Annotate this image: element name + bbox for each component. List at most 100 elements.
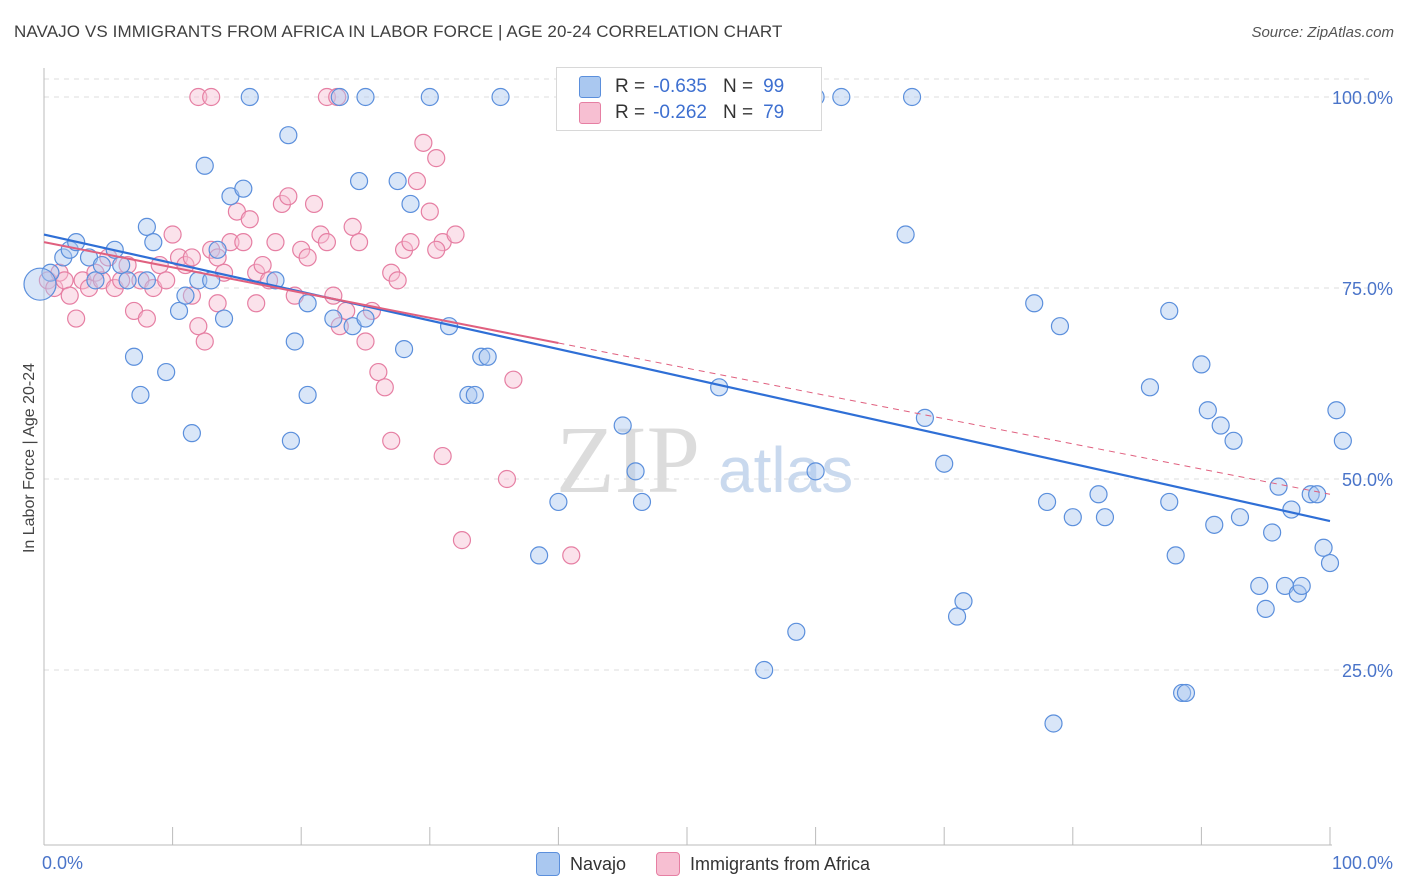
navajo-point <box>1025 294 1044 313</box>
x-tick-label: 0.0% <box>42 853 83 873</box>
africa-point <box>118 255 137 275</box>
navajo-point <box>1173 683 1192 703</box>
y-tick-label: 25.0% <box>1342 661 1393 681</box>
navajo-point <box>1044 714 1063 733</box>
navajo-point <box>356 309 375 328</box>
africa-point <box>369 362 388 382</box>
africa-point <box>401 233 420 252</box>
navajo-swatch <box>535 852 560 876</box>
africa-point <box>427 149 446 168</box>
africa-point <box>356 332 375 351</box>
navajo-point <box>298 294 317 313</box>
navajo-point <box>1282 500 1301 519</box>
africa-point <box>452 531 472 550</box>
navajo-point <box>1192 355 1211 374</box>
navajo-point <box>806 462 825 481</box>
africa-point <box>317 233 337 252</box>
navajo-point <box>1160 492 1179 512</box>
legend-row-africa: R = -0.262 N = 79 <box>579 101 784 125</box>
africa-point <box>562 546 581 565</box>
navajo-point <box>182 424 201 443</box>
navajo-point <box>1063 508 1082 527</box>
navajo-point <box>214 309 234 328</box>
navajo-point <box>459 385 478 405</box>
africa-point <box>375 378 394 397</box>
africa-point <box>253 255 272 275</box>
africa-point <box>169 248 189 267</box>
navajo-point <box>902 87 922 107</box>
legend-item-africa[interactable]: Immigrants from Africa <box>655 852 870 876</box>
africa-point <box>343 217 362 236</box>
africa-point <box>382 263 401 282</box>
navajo-point <box>896 225 915 244</box>
navajo-point <box>947 607 967 626</box>
y-tick-label: 50.0% <box>1342 470 1393 490</box>
navajo-point <box>195 156 214 175</box>
africa-point <box>208 294 227 313</box>
navajo-point <box>157 362 176 382</box>
navajo-point <box>1089 485 1108 504</box>
navajo-point <box>1211 416 1230 435</box>
africa-point <box>247 294 266 313</box>
africa-point <box>266 233 285 252</box>
navajo-point <box>54 248 73 267</box>
navajo-swatch <box>579 76 601 98</box>
tick-labels: 25.0% 50.0% 75.0% 100.0% 0.0% 100.0% <box>42 88 1393 873</box>
correlation-legend: R = -0.635 N = 99 R = -0.262 N = 79 <box>556 67 822 131</box>
africa-point <box>382 431 401 450</box>
navajo-point <box>1205 515 1224 534</box>
navajo-point <box>1037 492 1057 512</box>
navajo-point <box>491 87 510 107</box>
navajo-point <box>1256 599 1275 618</box>
legend-label-navajo: Navajo <box>569 853 626 874</box>
navajo-point <box>465 385 484 405</box>
africa-point <box>317 87 337 107</box>
africa-points <box>38 87 581 565</box>
africa-point <box>330 317 349 336</box>
navajo-point <box>755 660 774 680</box>
navajo-point <box>1320 553 1340 573</box>
navajo-point <box>1292 576 1311 596</box>
navajo-point <box>478 347 497 366</box>
y-axis-title: In Labor Force | Age 20-24 <box>21 363 38 553</box>
africa-point <box>137 309 156 328</box>
source-label: Source: ZipAtlas.com <box>1251 24 1394 41</box>
navajo-point <box>176 286 195 305</box>
africa-point <box>504 370 523 389</box>
navajo-point <box>279 126 298 145</box>
navajo-point <box>388 171 407 191</box>
navajo-point <box>298 385 317 405</box>
navajo-point <box>137 271 156 290</box>
navajo-point <box>349 171 369 191</box>
navajo-point <box>1250 576 1269 596</box>
n-value: 79 <box>763 102 785 123</box>
navajo-point <box>401 194 420 214</box>
africa-point <box>388 271 407 290</box>
navajo-point <box>935 454 954 473</box>
africa-swatch <box>579 102 601 124</box>
navajo-point <box>281 431 301 450</box>
r-label: R = <box>615 102 646 123</box>
africa-point <box>157 271 176 290</box>
africa-point <box>324 286 343 305</box>
africa-point <box>433 446 452 466</box>
legend-item-navajo[interactable]: Navajo <box>535 852 626 876</box>
africa-point <box>189 87 208 107</box>
navajo-point <box>324 309 343 328</box>
y-tick-label: 75.0% <box>1342 279 1393 299</box>
africa-point <box>189 317 208 336</box>
navajo-point <box>626 462 645 481</box>
africa-point <box>86 263 105 282</box>
navajo-point <box>1224 431 1243 450</box>
navajo-point <box>169 301 189 321</box>
navajo-point <box>394 340 414 359</box>
navajo-point <box>1263 523 1282 542</box>
r-value: -0.262 <box>653 102 707 123</box>
navajo-point <box>118 271 137 290</box>
watermark-atlas: atlas <box>718 434 853 506</box>
navajo-point <box>23 267 57 301</box>
africa-point <box>208 248 227 267</box>
africa-point <box>292 240 311 259</box>
navajo-point <box>144 233 163 252</box>
